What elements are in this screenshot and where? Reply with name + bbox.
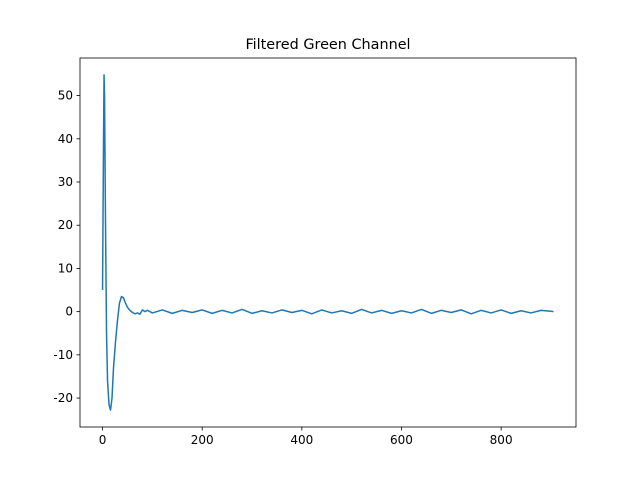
- y-tick-label: 20: [58, 218, 73, 232]
- x-tick-label: 400: [290, 433, 313, 447]
- y-tick-label: 0: [65, 305, 73, 319]
- y-tick-label: 30: [58, 175, 73, 189]
- x-tick-label: 200: [191, 433, 214, 447]
- plot-frame: [79, 57, 577, 428]
- chart-title: Filtered Green Channel: [245, 37, 410, 53]
- x-tick-label: 800: [490, 433, 513, 447]
- y-tick-label: -10: [53, 348, 73, 362]
- y-tick-label: -20: [53, 391, 73, 405]
- y-tick-label: 40: [58, 132, 73, 146]
- x-tick-label: 600: [390, 433, 413, 447]
- line: [101, 74, 554, 411]
- x-tick-label: 0: [99, 433, 107, 447]
- y-tick-label: 10: [58, 261, 73, 275]
- y-tick-label: 50: [58, 89, 73, 103]
